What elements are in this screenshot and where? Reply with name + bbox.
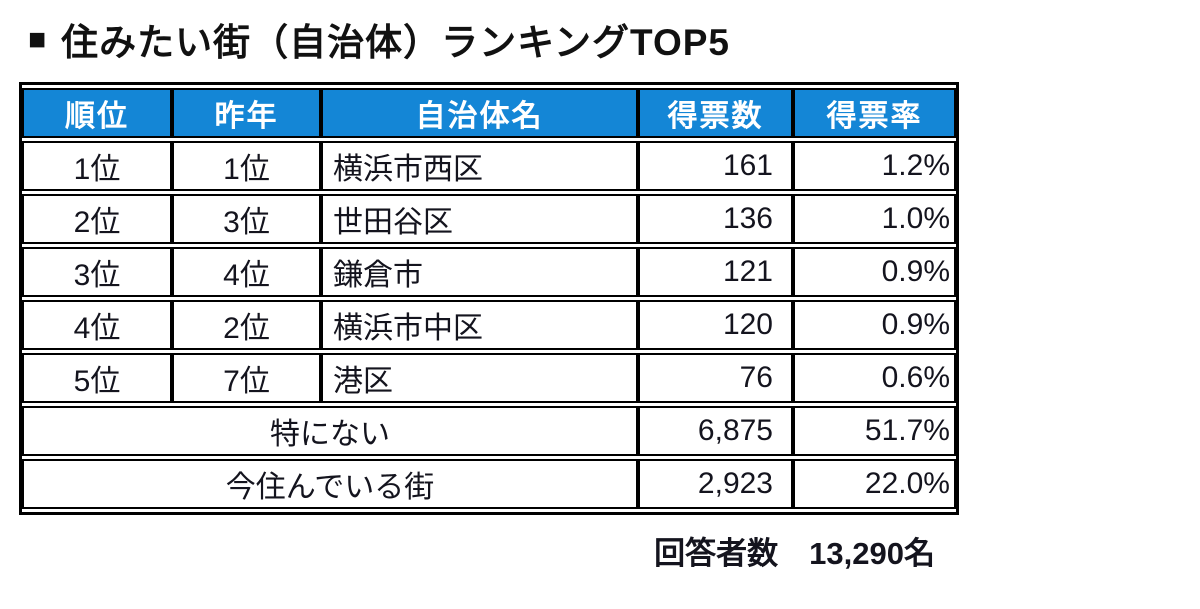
column-header-municipality: 自治体名 — [321, 88, 638, 138]
rank-cell: 5位 — [22, 353, 172, 403]
municipality-cell: 横浜市中区 — [321, 300, 638, 350]
page-title: ■ 住みたい街（自治体）ランキングTOP5 — [28, 12, 1200, 66]
column-header-rate: 得票率 — [793, 88, 956, 138]
summary-row: 特にない 6,875 51.7% — [22, 406, 956, 456]
last-year-cell: 3位 — [172, 194, 321, 244]
last-year-cell: 1位 — [172, 141, 321, 191]
square-bullet-icon: ■ — [28, 23, 48, 56]
votes-cell: 136 — [638, 194, 793, 244]
rank-cell: 3位 — [22, 247, 172, 297]
column-header-votes: 得票数 — [638, 88, 793, 138]
last-year-cell: 7位 — [172, 353, 321, 403]
municipality-cell: 世田谷区 — [321, 194, 638, 244]
column-header-last-year: 昨年 — [172, 88, 321, 138]
summary-label-cell: 特にない — [22, 406, 638, 456]
table-row: 5位 7位 港区 76 0.6% — [22, 353, 956, 403]
last-year-cell: 4位 — [172, 247, 321, 297]
votes-cell: 161 — [638, 141, 793, 191]
rate-cell: 0.9% — [793, 247, 956, 297]
rank-cell: 2位 — [22, 194, 172, 244]
column-header-rank: 順位 — [22, 88, 172, 138]
table-row: 3位 4位 鎌倉市 121 0.9% — [22, 247, 956, 297]
votes-cell: 76 — [638, 353, 793, 403]
votes-cell: 120 — [638, 300, 793, 350]
summary-label-cell: 今住んでいる街 — [22, 459, 638, 509]
rank-cell: 1位 — [22, 141, 172, 191]
table-row: 2位 3位 世田谷区 136 1.0% — [22, 194, 956, 244]
rate-cell: 1.2% — [793, 141, 956, 191]
last-year-cell: 2位 — [172, 300, 321, 350]
rank-cell: 4位 — [22, 300, 172, 350]
rate-cell: 0.9% — [793, 300, 956, 350]
respondents-note: 回答者数 13,290名 — [654, 536, 935, 571]
municipality-cell: 港区 — [321, 353, 638, 403]
table-row: 4位 2位 横浜市中区 120 0.9% — [22, 300, 956, 350]
votes-cell: 2,923 — [638, 459, 793, 509]
rate-cell: 1.0% — [793, 194, 956, 244]
ranking-table: 順位 昨年 自治体名 得票数 得票率 1位 1位 横浜市西区 161 1.2% … — [19, 82, 959, 515]
municipality-cell: 鎌倉市 — [321, 247, 638, 297]
votes-cell: 121 — [638, 247, 793, 297]
page-title-text: 住みたい街（自治体）ランキングTOP5 — [61, 22, 730, 63]
summary-row: 今住んでいる街 2,923 22.0% — [22, 459, 956, 509]
rate-cell: 22.0% — [793, 459, 956, 509]
votes-cell: 6,875 — [638, 406, 793, 456]
municipality-cell: 横浜市西区 — [321, 141, 638, 191]
rate-cell: 51.7% — [793, 406, 956, 456]
rate-cell: 0.6% — [793, 353, 956, 403]
table-row: 1位 1位 横浜市西区 161 1.2% — [22, 141, 956, 191]
table-header-row: 順位 昨年 自治体名 得票数 得票率 — [22, 88, 956, 138]
